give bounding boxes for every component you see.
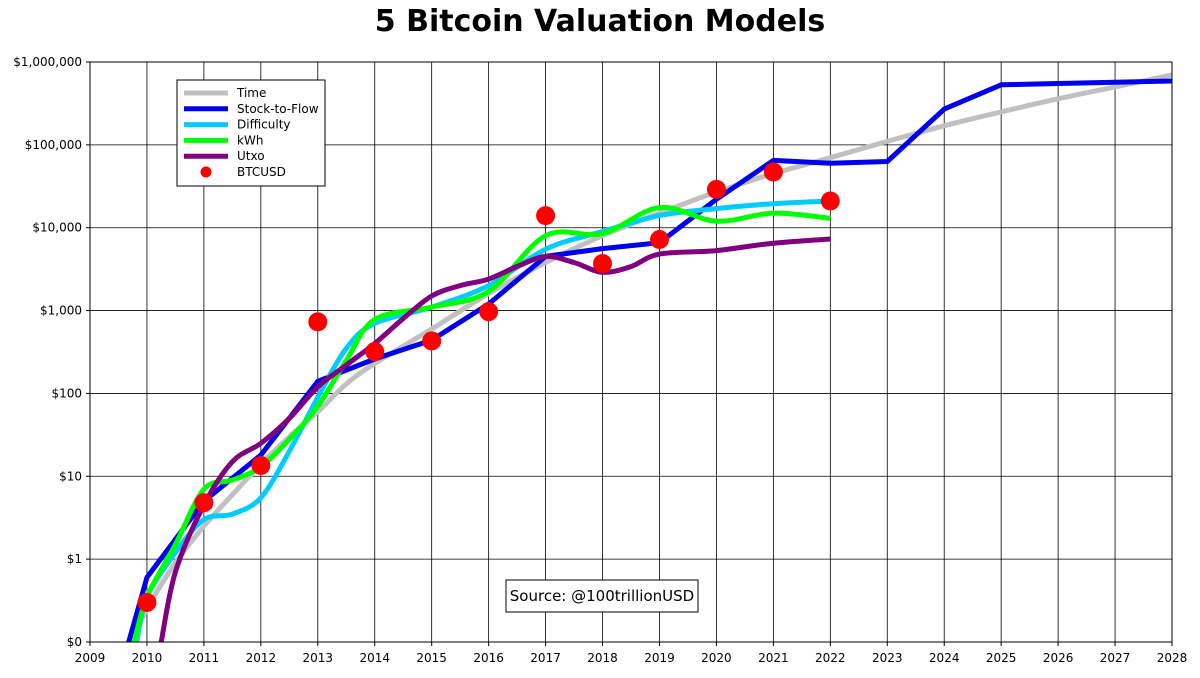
x-tick-label: 2028 — [1157, 651, 1188, 665]
x-tick-label: 2015 — [416, 651, 447, 665]
btcusd-point — [593, 253, 613, 273]
btcusd-point — [251, 455, 271, 475]
source-box-frame — [505, 579, 699, 613]
y-tick-label: $1,000,000 — [13, 55, 82, 69]
source-text: Source: @100trillionUSD — [510, 587, 694, 605]
x-tick-label: 2009 — [75, 651, 106, 665]
btcusd-point — [479, 302, 499, 322]
btcusd-markers — [137, 162, 840, 612]
legend-box — [176, 79, 326, 187]
legend-label-kwh: kWh — [237, 133, 263, 147]
legend-label-time: Time — [236, 86, 266, 100]
btcusd-point — [422, 331, 442, 351]
stock-to-flow-line — [126, 78, 1172, 642]
y-axis-ticks: $0 $1 $10 $100 $1,000 $10,000 $100,000 $1,000,0… — [13, 55, 90, 649]
legend-label-stock-to-flow: Stock-to-Flow — [237, 102, 319, 116]
series-lines — [126, 72, 1172, 642]
btcusd-point — [308, 312, 328, 332]
x-tick-label: 2013 — [303, 651, 334, 665]
btcusd-point — [536, 206, 556, 226]
x-tick-label: 2010 — [132, 651, 163, 665]
x-tick-label: 2017 — [530, 651, 561, 665]
y-tick-label: $1,000 — [40, 304, 82, 318]
x-tick-label: 2012 — [246, 651, 277, 665]
legend-swatch-btcusd — [200, 166, 212, 178]
x-tick-label: 2023 — [872, 651, 903, 665]
x-tick-label: 2025 — [986, 651, 1017, 665]
btcusd-point — [194, 493, 214, 513]
grid — [89, 61, 1173, 643]
btcusd-point — [706, 179, 726, 199]
x-tick-label: 2022 — [815, 651, 846, 665]
btcusd-point — [763, 162, 783, 182]
x-tick-label: 2026 — [1043, 651, 1074, 665]
y-tick-label: $100 — [51, 386, 82, 400]
legend-label-utxo: Utxo — [237, 149, 265, 163]
btcusd-point — [137, 592, 157, 612]
x-tick-label: 2024 — [929, 651, 960, 665]
x-axis-ticks: 2009 2010 2011 2012 2013 2014 2015 2016 2017 2018… — [75, 642, 1188, 665]
x-tick-label: 2021 — [758, 651, 789, 665]
kwh-line — [131, 205, 831, 642]
legend-label-btcusd: BTCUSD — [237, 165, 286, 179]
x-tick-label: 2016 — [473, 651, 504, 665]
btcusd-point — [365, 342, 385, 362]
btcusd-point — [649, 230, 669, 250]
x-tick-label: 2019 — [644, 651, 675, 665]
x-tick-label: 2014 — [359, 651, 390, 665]
y-tick-label: $10,000 — [32, 221, 82, 235]
utxo-line — [158, 236, 831, 642]
source-annotation: Source: @100trillionUSD — [505, 579, 699, 613]
x-tick-label: 2011 — [189, 651, 220, 665]
y-tick-label: $10 — [59, 469, 82, 483]
legend-label-difficulty: Difficulty — [237, 118, 291, 132]
time-line — [130, 72, 1172, 642]
y-tick-label: $0 — [67, 635, 82, 649]
x-tick-label: 2020 — [701, 651, 732, 665]
btcusd-point — [820, 191, 840, 211]
x-tick-label: 2018 — [587, 651, 618, 665]
y-tick-label: $1 — [67, 552, 82, 566]
plot-frame — [89, 61, 1173, 643]
y-tick-label: $100,000 — [25, 138, 82, 152]
x-tick-label: 2027 — [1100, 651, 1131, 665]
chart-title: 5 Bitcoin Valuation Models — [374, 4, 826, 39]
